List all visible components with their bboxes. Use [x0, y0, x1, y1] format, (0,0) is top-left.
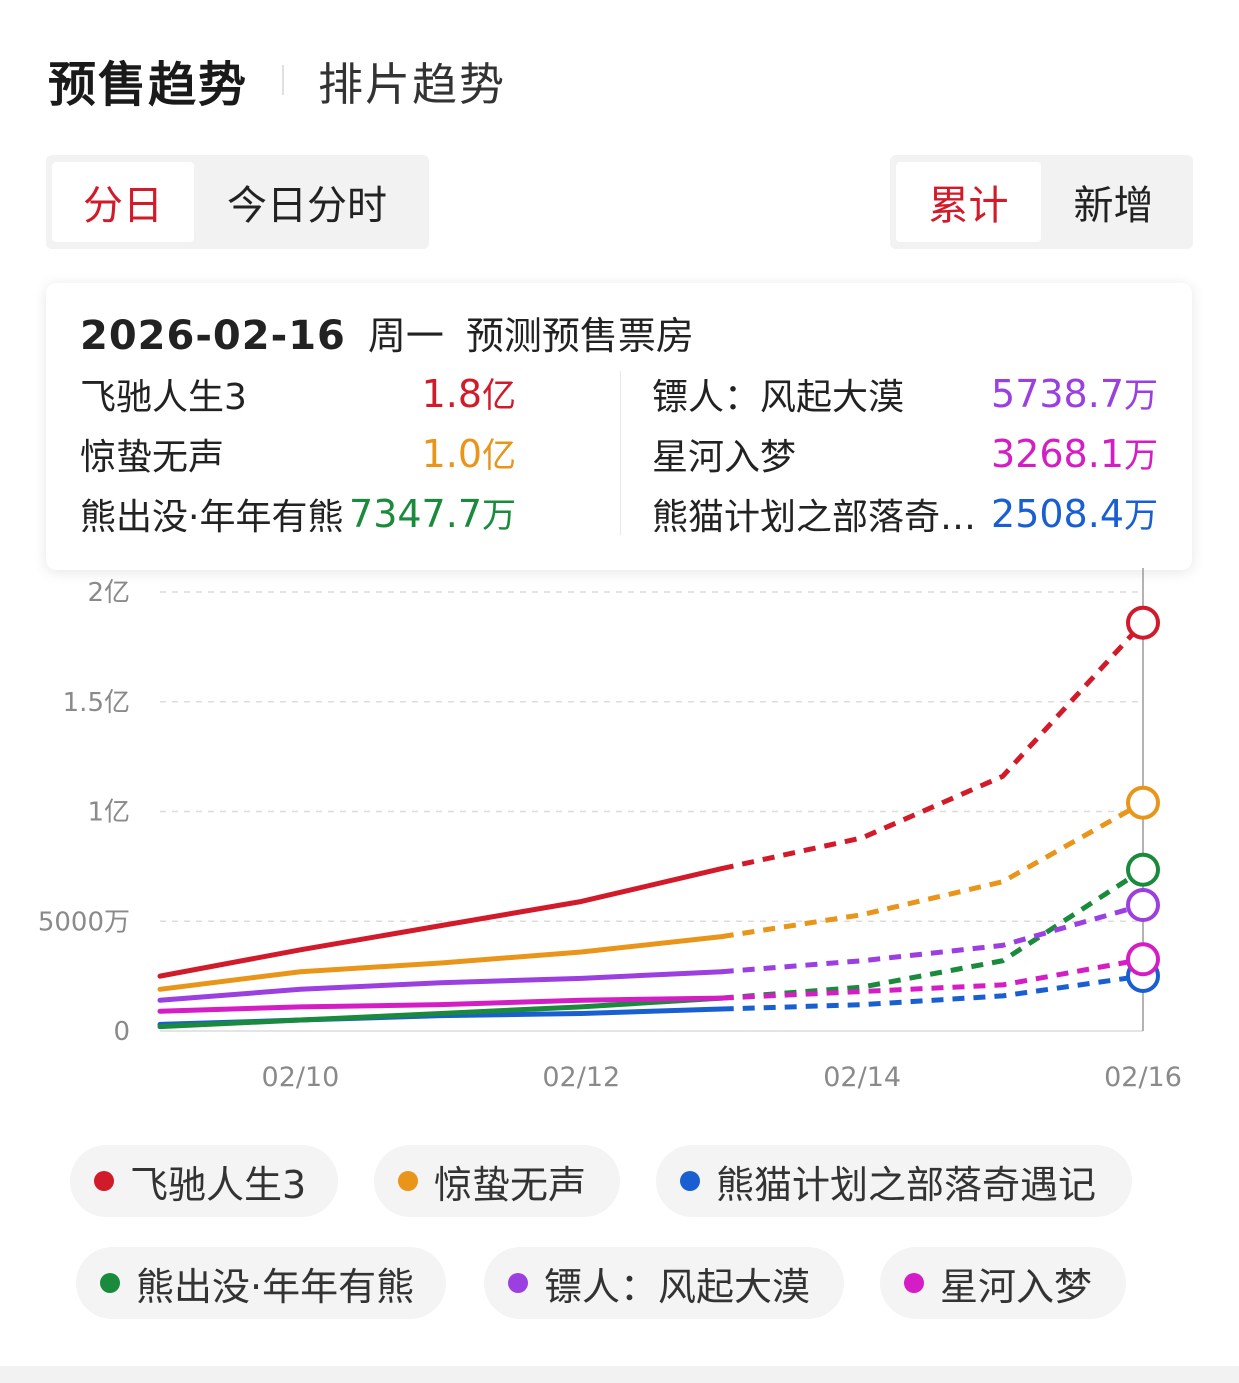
tooltip-movie-name: 熊猫计划之部落奇… [652, 497, 977, 538]
tooltip-row: 熊猫计划之部落奇… 2508.4万 [652, 488, 1158, 538]
tooltip-movie-name: 星河入梦 [652, 437, 797, 478]
series-line-actual [157, 866, 725, 979]
legend-item[interactable]: 惊蛰无声 [374, 1145, 620, 1217]
legend-item[interactable]: 星河入梦 [880, 1247, 1126, 1319]
tooltip-movie-name: 惊蛰无声 [80, 437, 225, 478]
tooltip-row: 惊蛰无声 1.0亿 [80, 428, 516, 478]
y-tick-label: 1亿 [87, 798, 130, 828]
tooltip-header: 2026-02-16 周一 预测预售票房 [80, 305, 694, 360]
series-line-forecast [721, 621, 1145, 872]
cumulative-button[interactable]: 累计 [896, 162, 1041, 242]
tooltip-row: 飞驰人生3 1.8亿 [80, 368, 516, 418]
series-end-marker [1126, 605, 1160, 640]
series-line-actual [157, 969, 725, 1003]
x-tick-label: 02/16 [1104, 1062, 1182, 1093]
y-tick-label: 0 [113, 1017, 130, 1047]
series-end-marker [1126, 942, 1160, 977]
y-tick-label: 5000万 [38, 907, 130, 937]
tab-presale-trend[interactable]: 预售趋势 [48, 57, 249, 113]
legend-label: 飞驰人生3 [130, 1162, 307, 1207]
tooltip-movie-value: 3268.1万 [991, 432, 1158, 476]
tooltip-row: 星河入梦 3268.1万 [652, 428, 1158, 478]
line-chart[interactable]: 0 5000万 1亿 1.5亿 2亿 02/10 02/12 02/14 02/16 [0, 568, 1239, 1108]
tooltip-row: 熊出没·年年有熊 7347.7万 [80, 488, 516, 538]
tooltip-movie-name: 镖人：风起大漠 [652, 377, 905, 418]
tooltip-movie-value: 7347.7万 [349, 492, 516, 536]
series-line-actual [157, 995, 725, 1030]
legend-dot [94, 1171, 114, 1191]
series-line-forecast [721, 800, 1145, 940]
tooltip-weekday: 周一 [367, 314, 444, 358]
series-line-actual [157, 934, 725, 992]
legend-item[interactable]: 熊出没·年年有熊 [76, 1247, 446, 1319]
x-tick-label: 02/14 [823, 1062, 901, 1093]
legend-item[interactable]: 镖人：风起大漠 [484, 1247, 844, 1319]
series-line-forecast [721, 973, 1144, 1012]
legend-label: 星河入梦 [940, 1264, 1093, 1309]
legend-item[interactable]: 熊猫计划之部落奇遇记 [656, 1145, 1132, 1217]
x-tick-label: 02/10 [262, 1062, 340, 1093]
series-line-forecast [721, 867, 1145, 1001]
tooltip-movie-value: 2508.4万 [991, 492, 1158, 536]
header-tabs: 预售趋势 排片趋势 [48, 48, 507, 113]
mode-toggle: 累计 新增 [890, 155, 1193, 249]
daily-button[interactable]: 分日 [52, 162, 194, 242]
bottom-bar [0, 1366, 1239, 1383]
legend-label: 熊出没·年年有熊 [136, 1264, 415, 1309]
tooltip-movie-name: 熊出没·年年有熊 [80, 497, 344, 538]
tooltip-row: 镖人：风起大漠 5738.7万 [652, 368, 1158, 418]
increment-button[interactable]: 新增 [1073, 183, 1154, 229]
legend-dot [508, 1273, 528, 1293]
tooltip-label: 预测预售票房 [465, 314, 694, 358]
legend-dot [680, 1171, 700, 1191]
period-toggle: 分日 今日分时 [46, 155, 429, 249]
tooltip-divider [620, 371, 621, 535]
series-line-actual [157, 995, 725, 1014]
legend-dot [398, 1171, 418, 1191]
tooltip-movie-value: 1.0亿 [421, 432, 516, 476]
tooltip-card: 2026-02-16 周一 预测预售票房 飞驰人生3 1.8亿 惊蛰无声 1.0亿 … [46, 283, 1192, 570]
x-tick-label: 02/12 [542, 1062, 620, 1093]
series-end-marker [1126, 785, 1160, 820]
legend-label: 熊猫计划之部落奇遇记 [716, 1162, 1097, 1207]
tooltip-movie-value: 1.8亿 [421, 372, 516, 416]
tooltip-movie-value: 5738.7万 [991, 372, 1158, 416]
tab-divider [282, 65, 285, 95]
legend-dot [100, 1273, 120, 1293]
hourly-button[interactable]: 今日分时 [227, 183, 387, 229]
legend-label: 镖人：风起大漠 [544, 1264, 811, 1309]
legend-item[interactable]: 飞驰人生3 [70, 1145, 338, 1217]
series-line-forecast [721, 902, 1144, 975]
legend-dot [904, 1273, 924, 1293]
series-end-marker [1126, 888, 1160, 923]
y-tick-label: 1.5亿 [63, 688, 130, 718]
tooltip-date: 2026-02-16 [80, 313, 346, 359]
series-end-marker [1126, 852, 1160, 887]
tab-schedule-trend[interactable]: 排片趋势 [318, 57, 507, 111]
series-line-forecast [721, 956, 1144, 1001]
y-tick-label: 2亿 [87, 578, 130, 608]
tooltip-movie-name: 飞驰人生3 [80, 377, 247, 418]
legend-label: 惊蛰无声 [434, 1162, 587, 1207]
